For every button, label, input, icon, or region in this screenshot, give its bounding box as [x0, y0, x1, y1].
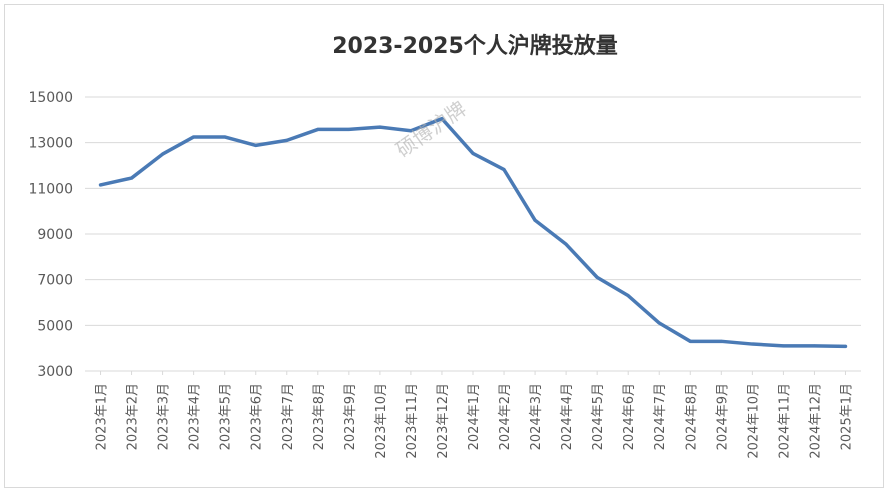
chart-frame: 3000 5000 7000 9000 11000 13000 15000 2023年1月 2…: [4, 4, 884, 488]
data-point: [719, 339, 723, 343]
x-tick-label: 2024年11月: [777, 383, 792, 459]
data-point: [99, 183, 103, 187]
x-tick-label: 2023年7月: [281, 383, 296, 450]
data-point: [192, 135, 196, 139]
data-point: [626, 294, 630, 298]
x-tick-label: 2024年12月: [808, 383, 823, 459]
y-tick-label: 15000: [28, 90, 73, 106]
grid-lines: [85, 96, 861, 372]
x-tick-label: 2023年9月: [343, 383, 358, 450]
x-tick-label: 2024年1月: [467, 383, 482, 450]
chart-title: 2023-2025个人沪牌投放量: [332, 33, 618, 59]
x-tick-label: 2023年4月: [188, 383, 203, 450]
x-tick-label: 2024年6月: [622, 383, 637, 450]
x-tick-label: 2023年10月: [374, 383, 389, 459]
data-point: [347, 127, 351, 131]
data-point: [564, 242, 568, 246]
y-tick-label: 11000: [28, 181, 73, 197]
x-tick-label: 2024年9月: [715, 383, 730, 450]
x-tick-label: 2024年5月: [591, 383, 606, 450]
y-tick-label: 7000: [37, 273, 73, 289]
data-point: [688, 339, 692, 343]
x-tick-label: 2023年12月: [436, 383, 451, 459]
data-point: [161, 152, 165, 156]
data-point: [316, 127, 320, 131]
y-tick-label: 3000: [37, 364, 73, 380]
x-tick-label: 2023年2月: [126, 383, 141, 450]
data-point: [781, 344, 785, 348]
data-point: [533, 218, 537, 222]
x-tick-label: 2024年4月: [560, 383, 575, 450]
data-point: [409, 129, 413, 133]
x-tick-label: 2023年6月: [250, 383, 265, 450]
x-tick-label: 2023年11月: [405, 383, 420, 459]
x-axis-ticks: 2023年1月 2023年2月 2023年3月 2023年4月 2023年5月 2023年…: [95, 371, 854, 459]
y-tick-label: 5000: [37, 318, 73, 334]
y-tick-label: 13000: [28, 136, 73, 152]
data-point: [130, 176, 134, 180]
x-tick-label: 2024年2月: [498, 383, 513, 450]
x-tick-label: 2025年1月: [839, 383, 854, 450]
data-point: [471, 151, 475, 155]
x-tick-label: 2024年8月: [684, 383, 699, 450]
data-point: [254, 143, 258, 147]
x-tick-label: 2023年8月: [312, 383, 327, 450]
data-point: [440, 117, 444, 121]
y-axis-ticks: 3000 5000 7000 9000 11000 13000 15000: [28, 90, 73, 380]
data-point: [812, 344, 816, 348]
series-layer: [98, 116, 848, 349]
x-tick-label: 2024年10月: [746, 383, 761, 459]
x-tick-label: 2024年7月: [653, 383, 668, 450]
data-point: [502, 168, 506, 172]
x-tick-label: 2023年3月: [157, 383, 172, 450]
data-point: [595, 275, 599, 279]
x-tick-label: 2024年3月: [529, 383, 544, 450]
data-point: [750, 342, 754, 346]
data-point: [223, 135, 227, 139]
x-tick-label: 2023年1月: [95, 383, 110, 450]
x-tick-label: 2023年5月: [219, 383, 234, 450]
data-point: [657, 321, 661, 325]
data-point: [378, 125, 382, 129]
data-point: [843, 344, 847, 348]
y-tick-label: 9000: [37, 227, 73, 243]
data-point: [285, 138, 289, 142]
